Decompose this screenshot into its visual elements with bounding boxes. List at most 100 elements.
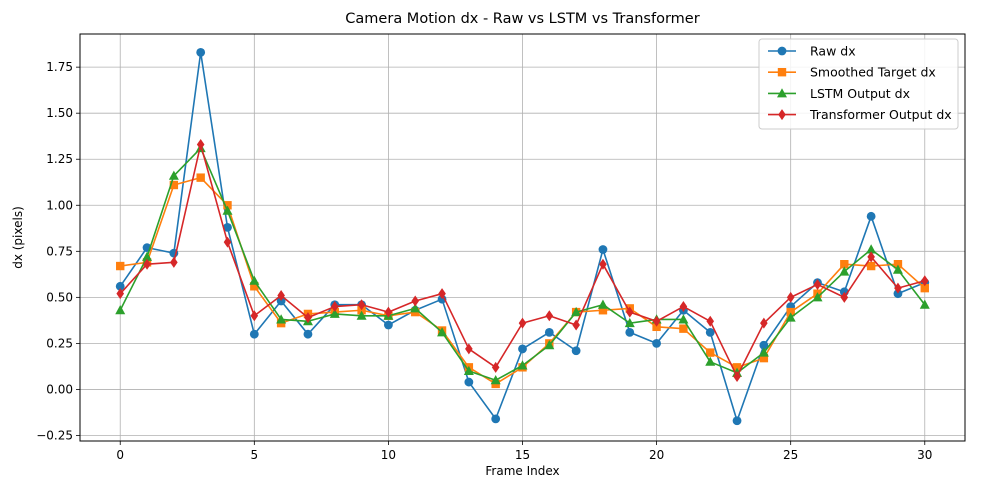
data-point bbox=[517, 360, 528, 370]
data-point bbox=[597, 299, 608, 309]
data-point bbox=[706, 315, 715, 327]
data-point bbox=[491, 414, 501, 424]
legend-item: Raw dx bbox=[768, 44, 856, 59]
x-tick-label: 10 bbox=[381, 448, 396, 462]
data-point bbox=[142, 251, 153, 261]
data-point bbox=[813, 278, 822, 290]
data-point bbox=[438, 288, 446, 300]
x-tick-label: 15 bbox=[515, 448, 530, 462]
y-tick-label: 1.00 bbox=[46, 198, 73, 212]
data-point bbox=[464, 377, 474, 387]
data-point bbox=[170, 256, 178, 268]
data-point bbox=[463, 365, 474, 376]
x-tick-label: 5 bbox=[250, 448, 258, 462]
series-4 bbox=[116, 138, 929, 383]
legend-label: LSTM Output dx bbox=[810, 86, 910, 101]
data-point bbox=[196, 48, 206, 57]
data-point bbox=[571, 306, 582, 317]
data-point bbox=[544, 327, 554, 337]
data-point bbox=[625, 306, 634, 318]
data-point bbox=[599, 258, 607, 270]
data-point bbox=[223, 201, 232, 210]
data-point bbox=[276, 314, 287, 324]
y-tick-label: 1.50 bbox=[46, 106, 73, 120]
data-point bbox=[893, 260, 903, 269]
series-3 bbox=[115, 142, 930, 385]
data-point bbox=[598, 245, 608, 254]
data-point bbox=[786, 291, 795, 303]
data-point bbox=[839, 266, 850, 276]
data-point bbox=[705, 356, 716, 366]
data-point bbox=[357, 299, 366, 311]
data-point bbox=[732, 363, 742, 372]
data-point bbox=[679, 301, 688, 313]
data-point bbox=[598, 306, 608, 315]
data-point bbox=[759, 340, 769, 350]
data-point bbox=[223, 236, 232, 248]
data-point bbox=[518, 317, 527, 329]
data-point bbox=[812, 292, 823, 302]
data-point bbox=[410, 303, 421, 313]
data-point bbox=[196, 138, 205, 150]
data-point bbox=[518, 344, 527, 354]
data-point bbox=[411, 295, 420, 307]
data-point bbox=[169, 180, 179, 190]
series-layer bbox=[115, 48, 930, 426]
y-tick-label: 1.75 bbox=[46, 60, 73, 74]
data-point bbox=[384, 320, 393, 330]
data-point bbox=[168, 170, 179, 180]
data-point bbox=[758, 347, 769, 357]
data-point bbox=[490, 375, 501, 385]
data-point bbox=[705, 327, 715, 337]
data-point bbox=[115, 281, 125, 291]
data-point bbox=[357, 306, 366, 315]
x-axis-title: Frame Index bbox=[485, 464, 559, 478]
x-tick-label: 25 bbox=[783, 448, 798, 462]
y-tick-label: 0.50 bbox=[46, 290, 73, 304]
data-point bbox=[276, 296, 286, 306]
data-point bbox=[866, 244, 877, 254]
legend-item: Smoothed Target dx bbox=[768, 65, 936, 80]
data-point bbox=[437, 327, 448, 337]
data-point bbox=[733, 371, 741, 383]
data-point bbox=[329, 308, 340, 318]
data-point bbox=[249, 275, 260, 285]
legend-box bbox=[758, 38, 959, 130]
data-point bbox=[491, 361, 500, 373]
data-point bbox=[116, 261, 125, 271]
data-point bbox=[196, 173, 205, 182]
data-point bbox=[544, 340, 555, 350]
data-point bbox=[249, 329, 259, 339]
x-tick-label: 30 bbox=[917, 448, 932, 462]
legend-label: Transformer Output dx bbox=[809, 107, 952, 122]
y-tick-label: 1.25 bbox=[46, 152, 73, 166]
y-axis-title: dx (pixels) bbox=[11, 206, 25, 269]
chart-title: Camera Motion dx - Raw vs LSTM vs Transf… bbox=[345, 11, 699, 27]
data-point bbox=[786, 307, 795, 317]
data-point bbox=[867, 251, 875, 263]
data-point bbox=[250, 310, 259, 322]
data-point bbox=[572, 319, 580, 331]
legend-item: Transformer Output dx bbox=[768, 107, 952, 122]
data-point bbox=[652, 322, 661, 332]
y-tick-label: 0.00 bbox=[46, 382, 73, 396]
data-point bbox=[222, 205, 233, 215]
data-point bbox=[652, 338, 661, 348]
data-point bbox=[840, 291, 849, 303]
y-tick-label: 0.25 bbox=[46, 336, 73, 350]
legend: Raw dx Smoothed Target dx LSTM Output dx Tr… bbox=[758, 38, 959, 130]
data-point bbox=[115, 305, 126, 315]
data-point bbox=[866, 261, 876, 271]
data-point bbox=[223, 222, 232, 232]
data-point bbox=[571, 346, 581, 356]
data-point bbox=[143, 258, 151, 270]
data-point bbox=[250, 282, 259, 291]
x-tick-label: 0 bbox=[116, 448, 124, 462]
legend-marker bbox=[777, 68, 787, 77]
data-point bbox=[840, 260, 849, 269]
data-point bbox=[920, 283, 929, 293]
legend-item: LSTM Output dx bbox=[768, 86, 910, 101]
data-point bbox=[892, 264, 903, 274]
axis-ticks: 0 5 10 15 20 25 30 −0.25 0.00 0.25 0.50 0.75 1.00 1.2… bbox=[36, 60, 932, 462]
